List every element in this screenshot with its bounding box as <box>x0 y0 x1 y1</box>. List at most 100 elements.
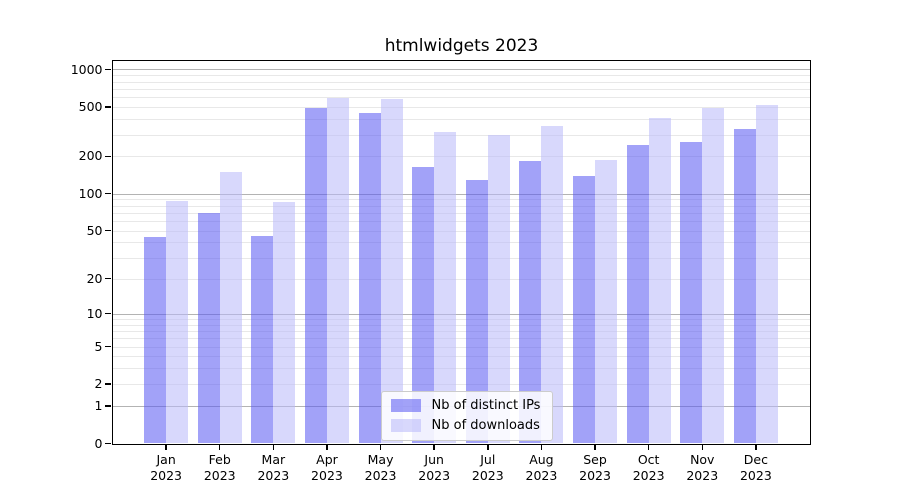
bar-downloads-jun <box>434 131 457 444</box>
gridline-minor <box>112 75 810 77</box>
x-axis-tick-label: Aug 2023 <box>525 451 558 484</box>
legend-label-downloads: Nb of downloads <box>431 417 540 433</box>
bar-distinct-ips-jun <box>412 166 435 444</box>
bar-distinct-ips-aug <box>519 160 542 444</box>
bar-distinct-ips-jul <box>465 180 488 444</box>
x-axis-tick-label: Jan 2023 <box>150 451 183 484</box>
x-axis-tick <box>594 443 596 450</box>
gridline-minor <box>112 97 810 99</box>
gridline-minor <box>112 81 810 83</box>
bar-distinct-ips-may <box>358 112 381 444</box>
y-axis-tick <box>104 442 111 445</box>
bar-distinct-ips-dec <box>733 129 756 444</box>
bar-downloads-jan <box>166 200 189 444</box>
bar-downloads-nov <box>702 107 725 444</box>
y-axis-tick-label: 20 <box>86 270 103 286</box>
gridline-minor <box>112 88 810 90</box>
bar-downloads-jul <box>487 135 510 444</box>
gridline-minor <box>112 257 810 259</box>
x-axis-tick-label: May 2023 <box>364 451 397 484</box>
gridline-minor <box>112 205 810 207</box>
gridline-minor <box>112 106 810 108</box>
x-axis-tick <box>540 443 543 450</box>
y-axis-tick-label: 1000 <box>70 61 103 77</box>
bar-distinct-ips-sep <box>573 175 596 444</box>
x-axis-tick-label: Sep 2023 <box>579 451 611 484</box>
gridline-minor <box>112 242 810 244</box>
gridline-minor <box>112 384 810 386</box>
gridline-minor <box>112 119 810 121</box>
x-axis-tick <box>487 443 489 450</box>
y-axis-tick <box>104 155 111 158</box>
y-axis-tick <box>104 277 111 280</box>
y-axis-tick-label: 0 <box>94 435 103 451</box>
bar-downloads-sep <box>595 160 618 444</box>
y-axis-tick <box>104 383 111 385</box>
y-axis-tick <box>104 312 111 315</box>
y-axis-tick <box>104 106 111 108</box>
y-axis-tick-label: 10 <box>86 305 103 321</box>
x-axis-tick <box>755 443 757 450</box>
x-axis-tick-label: Apr 2023 <box>311 451 343 484</box>
y-axis-tick-label: 2 <box>94 376 103 392</box>
y-axis-tick-label: 1 <box>94 397 103 413</box>
chart-title: htmlwidgets 2023 <box>384 36 539 56</box>
gridline-minor <box>112 230 810 232</box>
bar-distinct-ips-feb <box>197 212 220 444</box>
y-axis-tick-label: 100 <box>78 185 103 201</box>
legend-label-distinct-ips: Nb of distinct IPs <box>431 397 541 413</box>
gridline-minor <box>112 212 810 214</box>
x-axis-tick <box>701 443 704 450</box>
x-axis-tick <box>272 443 275 450</box>
bar-downloads-oct <box>648 117 671 444</box>
bar-distinct-ips-apr <box>304 108 327 444</box>
y-axis-tick <box>104 68 111 71</box>
bar-downloads-mar <box>273 201 296 444</box>
gridline-minor <box>112 346 810 348</box>
legend-swatch-distinct-ips <box>390 398 421 412</box>
gridline-minor <box>112 338 810 340</box>
legend-entry-downloads: Nb of downloads <box>390 417 541 433</box>
gridline-minor <box>112 278 810 280</box>
y-axis-tick-label: 5 <box>94 338 103 354</box>
x-axis-tick-label: Jul 2023 <box>471 451 504 484</box>
bar-downloads-dec <box>755 104 778 444</box>
bar-downloads-apr <box>326 98 349 444</box>
y-axis-tick <box>104 345 111 348</box>
gridline-major <box>112 193 810 195</box>
x-axis-tick <box>218 443 221 450</box>
gridline-major <box>112 313 810 315</box>
x-axis-tick <box>379 443 382 450</box>
gridline-minor <box>112 134 810 136</box>
plot-area: Nb of distinct IPs Nb of downloads 0 1 2 5 10… <box>71 59 811 483</box>
bar-distinct-ips-nov <box>680 142 703 444</box>
bar-distinct-ips-oct <box>626 145 649 444</box>
legend-swatch-downloads <box>390 418 421 432</box>
y-axis-tick <box>104 192 111 195</box>
x-axis-tick <box>433 443 435 450</box>
x-axis-tick-label: Jun 2023 <box>418 451 451 484</box>
bar-downloads-feb <box>219 171 242 444</box>
y-axis-tick-label: 500 <box>78 98 103 114</box>
gridline-minor <box>112 324 810 326</box>
gridline-minor <box>112 220 810 222</box>
gridline-minor <box>112 318 810 320</box>
x-axis-tick <box>647 443 650 450</box>
bar-distinct-ips-jan <box>144 237 167 444</box>
y-axis-tick <box>104 229 111 232</box>
y-axis-tick-label: 50 <box>86 222 103 238</box>
x-axis-tick <box>326 443 328 450</box>
bar-downloads-may <box>380 98 403 444</box>
y-axis-tick-label: 200 <box>78 148 103 164</box>
y-axis-tick <box>104 405 111 407</box>
x-axis-tick-label: Mar 2023 <box>257 451 290 484</box>
x-axis-tick-label: Nov 2023 <box>686 451 719 484</box>
gridline-minor <box>112 199 810 201</box>
x-axis-tick-label: Feb 2023 <box>203 451 236 484</box>
bar-downloads-aug <box>541 126 564 444</box>
x-axis-tick <box>165 443 167 450</box>
gridline-minor <box>112 356 810 358</box>
x-axis-tick-label: Oct 2023 <box>632 451 665 484</box>
gridline-major <box>112 69 810 71</box>
